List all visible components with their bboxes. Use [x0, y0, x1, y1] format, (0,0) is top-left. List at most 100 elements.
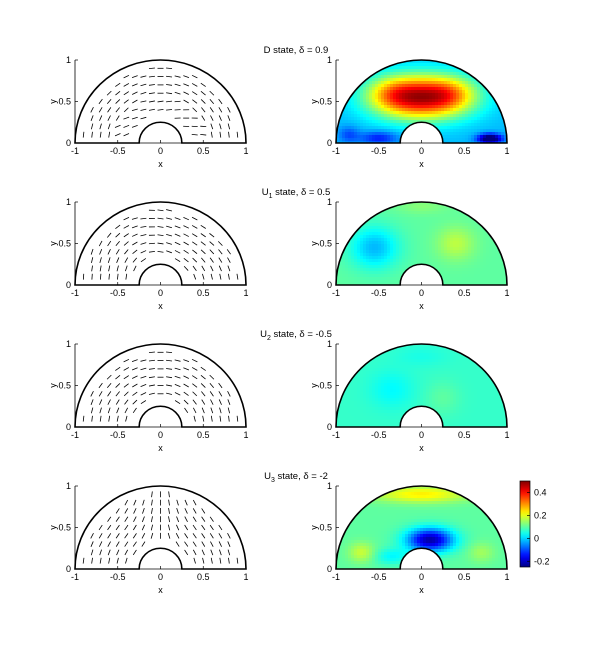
colormap-cell	[360, 93, 364, 97]
colormap-cell	[492, 425, 496, 427]
colormap-cell	[420, 229, 424, 233]
director-ytick-label: 0.5	[58, 523, 71, 533]
colormap-cell	[393, 389, 397, 393]
colormap-cell	[375, 501, 379, 505]
colormap-cell	[471, 226, 475, 230]
colormap-cell	[360, 84, 364, 88]
colormap-cell	[417, 235, 421, 239]
colormap-cell	[501, 283, 505, 285]
colormap-cell	[366, 510, 370, 514]
colormap-cell	[453, 235, 457, 239]
colormap-cell	[477, 81, 481, 85]
colormap-cell	[408, 356, 412, 360]
colormap-cell	[399, 265, 403, 269]
colormap-cell	[447, 78, 451, 82]
colormap-cell	[354, 419, 358, 423]
colormap-cell	[468, 507, 472, 511]
colormap-cell	[396, 117, 400, 121]
colormap-cell	[456, 413, 460, 417]
colormap-cell	[465, 217, 469, 221]
colormap-cell	[411, 60, 415, 64]
colormap-cell	[480, 232, 484, 236]
colormap-cell	[375, 220, 379, 224]
colormap-cell	[471, 528, 475, 532]
director-segment	[82, 131, 85, 138]
director-segment	[98, 391, 103, 397]
colormap-cell	[402, 93, 406, 97]
colormap-cell	[387, 259, 391, 263]
colormap-cell	[441, 353, 445, 357]
colormap-cell	[363, 383, 367, 387]
colormap-cell	[462, 407, 466, 411]
colormap-cell	[375, 504, 379, 508]
director-segment	[151, 507, 153, 514]
colormap-cell	[375, 81, 379, 85]
colormap-cell	[465, 359, 469, 363]
colormap-cell	[447, 96, 451, 100]
colormap-cell	[426, 217, 430, 221]
colormap-cell	[411, 395, 415, 399]
colormap-cell	[345, 105, 349, 109]
colormap-cell	[432, 235, 436, 239]
colormap-cell	[387, 111, 391, 115]
colormap-cell	[381, 507, 385, 511]
colormap-cell	[378, 356, 382, 360]
colormap-cell	[345, 392, 349, 396]
colormap-cell	[477, 238, 481, 242]
colormap-cell	[369, 277, 373, 281]
colormap-cell	[360, 407, 364, 411]
colormap-cell	[444, 214, 448, 218]
colormap-cell	[426, 84, 430, 88]
colormap-cell	[390, 377, 394, 381]
director-segment	[124, 249, 129, 255]
colormap-cell	[399, 105, 403, 109]
colormap-cell	[402, 368, 406, 372]
colormap-cell	[357, 256, 361, 260]
colormap-cell	[474, 223, 478, 227]
colormap-cell	[447, 247, 451, 251]
colormap-cell	[423, 380, 427, 384]
colormap-cell	[399, 120, 403, 124]
colormap-cell	[447, 262, 451, 266]
colormap-cell	[501, 108, 505, 112]
colormap-cell	[399, 516, 403, 520]
colormap-cell	[447, 265, 451, 269]
colormap-cell	[387, 138, 391, 142]
colormap-cell	[426, 371, 430, 375]
colormap-cell	[456, 259, 460, 263]
colormap-cell	[435, 211, 439, 215]
colormap-cell	[414, 105, 418, 109]
colormap-cell	[393, 498, 397, 502]
colormap-cell	[351, 380, 355, 384]
colormap-cell	[432, 87, 436, 91]
colormap-cell	[378, 528, 382, 532]
colormap-cell	[438, 380, 442, 384]
row-title-subscript: 1	[269, 193, 273, 200]
colormap-cell	[411, 120, 415, 124]
colormap-cell	[354, 265, 358, 269]
colormap-cell	[426, 401, 430, 405]
colormap-cell	[417, 217, 421, 221]
colormap-ylabel: y	[309, 99, 319, 104]
colormap-cell	[444, 416, 448, 420]
colormap-cell	[498, 398, 502, 402]
colormap-xtick-label: 1	[504, 430, 509, 440]
colormap-cell	[348, 108, 352, 112]
colormap-cell	[495, 111, 499, 115]
colormap-cell	[405, 63, 409, 67]
colormap-cell	[462, 241, 466, 245]
colormap-cell	[384, 525, 388, 529]
colormap-cell	[453, 513, 457, 517]
colormap-cell	[354, 241, 358, 245]
colormap-cell	[402, 513, 406, 517]
colormap-cell	[450, 522, 454, 526]
colormap-cell	[363, 380, 367, 384]
colormap-cell	[399, 504, 403, 508]
colormap-cell	[498, 274, 502, 278]
colormap-cell	[435, 525, 439, 529]
colormap-cell	[468, 75, 472, 79]
colormap-cell	[378, 413, 382, 417]
colormap-cell	[396, 377, 400, 381]
colormap-cell	[384, 374, 388, 378]
colormap-cell	[459, 247, 463, 251]
